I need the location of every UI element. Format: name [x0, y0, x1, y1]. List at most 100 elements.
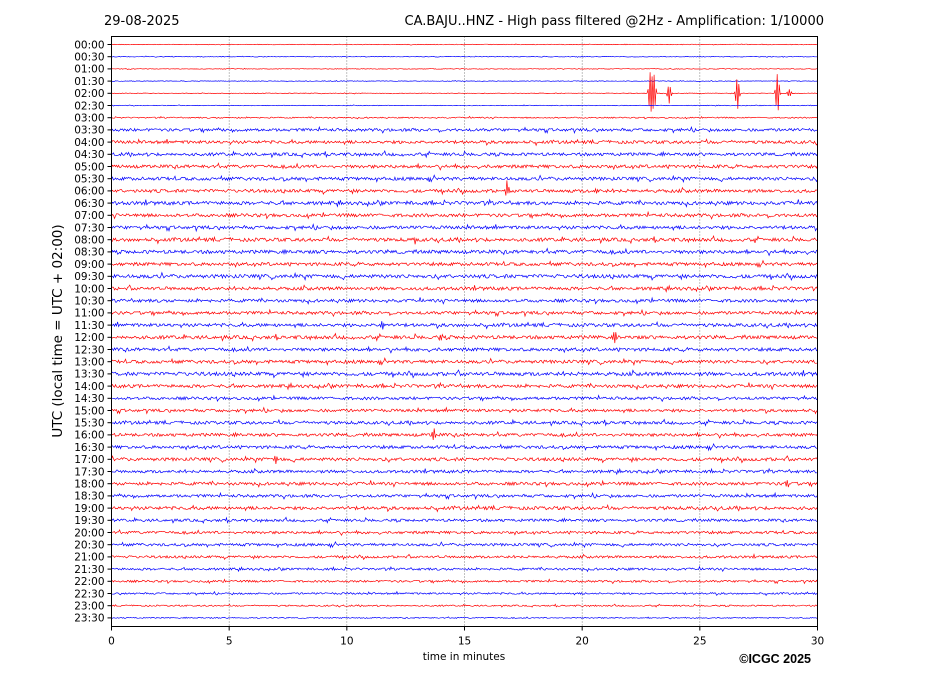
y-tick-label: 15:00: [74, 405, 104, 417]
seismic-traces: [111, 43, 818, 620]
y-tick-label: 20:30: [74, 540, 104, 552]
trace-row: [111, 308, 818, 318]
y-tick-label: 11:00: [74, 308, 104, 320]
y-tick-label: 13:00: [74, 357, 104, 369]
trace-row: [111, 442, 818, 452]
y-tick-label: 07:30: [74, 222, 104, 234]
trace-row: [111, 138, 818, 147]
trace-row: [111, 418, 818, 427]
vertical-grid: [228, 36, 701, 627]
y-tick-label: 02:30: [74, 100, 104, 112]
y-tick-label: 07:00: [74, 210, 104, 222]
trace-row: [111, 43, 818, 46]
y-tick-label: 19:00: [74, 503, 104, 515]
y-tick-label: 09:30: [74, 271, 104, 283]
y-tick-label: 03:00: [74, 113, 104, 125]
trace-row: [111, 234, 818, 245]
trace-row: [111, 428, 818, 441]
y-tick-label: 03:30: [74, 125, 104, 137]
y-tick-label: 10:00: [74, 283, 104, 295]
trace-row: [111, 467, 818, 476]
x-tick-label: 5: [226, 636, 233, 648]
x-tick-label: 0: [108, 636, 115, 648]
trace-row: [111, 406, 818, 415]
trace-row: [111, 150, 818, 159]
y-tick-label: 21:00: [74, 552, 104, 564]
y-tick-label: 23:00: [74, 601, 104, 613]
trace-row: [111, 180, 818, 196]
trace-row: [111, 125, 818, 135]
trace-row: [111, 541, 818, 549]
trace-row: [111, 357, 818, 366]
y-tick-label: 19:30: [74, 515, 104, 527]
trace-row: [111, 174, 818, 183]
trace-row: [111, 369, 818, 379]
trace-row: [111, 553, 818, 561]
copyright-text: ©ICGC 2025: [739, 652, 811, 666]
trace-row: [111, 565, 818, 573]
y-tick-label: 00:30: [74, 52, 104, 64]
y-tick-label: 16:30: [74, 442, 104, 454]
trace-row: [111, 590, 818, 597]
trace-row: [111, 603, 818, 608]
y-tick-label: 21:30: [74, 564, 104, 576]
y-tick-label: 13:30: [74, 369, 104, 381]
y-tick-label: 12:00: [74, 332, 104, 344]
x-tick-label: 10: [340, 636, 353, 648]
trace-row: [111, 210, 818, 220]
y-tick-label: 11:30: [74, 320, 104, 332]
y-tick-label: 04:30: [74, 149, 104, 161]
y-tick-label: 05:00: [74, 161, 104, 173]
y-tick-label: 18:00: [74, 479, 104, 491]
x-tick-label: 30: [811, 636, 824, 648]
y-tick-label: 20:00: [74, 527, 104, 539]
trace-row: [111, 284, 818, 293]
trace-row: [111, 67, 818, 70]
y-tick-label: 01:00: [74, 64, 104, 76]
y-tick-label: 01:30: [74, 76, 104, 88]
trace-row: [111, 503, 818, 513]
chart-title: CA.BAJU..HNZ - High pass filtered @2Hz -…: [405, 14, 825, 29]
x-tick-label: 25: [693, 636, 706, 648]
trace-row: [111, 529, 818, 536]
trace-row: [111, 320, 818, 330]
trace-row: [111, 491, 818, 501]
plot-frame: [111, 36, 818, 627]
y-axis-title: UTC (local time = UTC + 02:00): [50, 224, 66, 437]
y-tick-label: 23:30: [74, 613, 104, 625]
y-tick-label: 02:00: [74, 88, 104, 100]
y-tick-label: 15:30: [74, 418, 104, 430]
y-tick-label: 08:30: [74, 247, 104, 259]
y-tick-label: 14:30: [74, 393, 104, 405]
trace-row: [111, 80, 818, 83]
row-time-labels: 00:0000:3001:0001:3002:0002:3003:0003:30…: [74, 39, 112, 625]
trace-row: [111, 72, 818, 112]
trace-row: [111, 271, 818, 282]
trace-row: [111, 115, 818, 120]
y-tick-label: 09:00: [74, 259, 104, 271]
trace-row: [111, 247, 818, 257]
y-tick-label: 17:00: [74, 454, 104, 466]
trace-row: [111, 394, 818, 403]
x-axis-ticks: 0 5 10 15 20 25 30: [108, 626, 824, 648]
y-tick-label: 22:00: [74, 576, 104, 588]
trace-row: [111, 104, 818, 107]
trace-row: [111, 223, 818, 233]
y-tick-label: 16:00: [74, 430, 104, 442]
y-tick-label: 08:00: [74, 235, 104, 247]
y-tick-label: 14:00: [74, 381, 104, 393]
trace-row: [111, 516, 818, 524]
y-tick-label: 12:30: [74, 344, 104, 356]
trace-row: [111, 345, 818, 354]
trace-row: [111, 455, 818, 465]
y-tick-label: 18:30: [74, 491, 104, 503]
y-tick-label: 05:30: [74, 174, 104, 186]
y-tick-label: 06:30: [74, 198, 104, 210]
trace-row: [111, 479, 818, 488]
trace-row: [111, 616, 818, 620]
y-tick-label: 00:00: [74, 39, 104, 51]
y-tick-label: 06:00: [74, 186, 104, 198]
y-tick-label: 10:30: [74, 296, 104, 308]
x-tick-label: 15: [458, 636, 471, 648]
